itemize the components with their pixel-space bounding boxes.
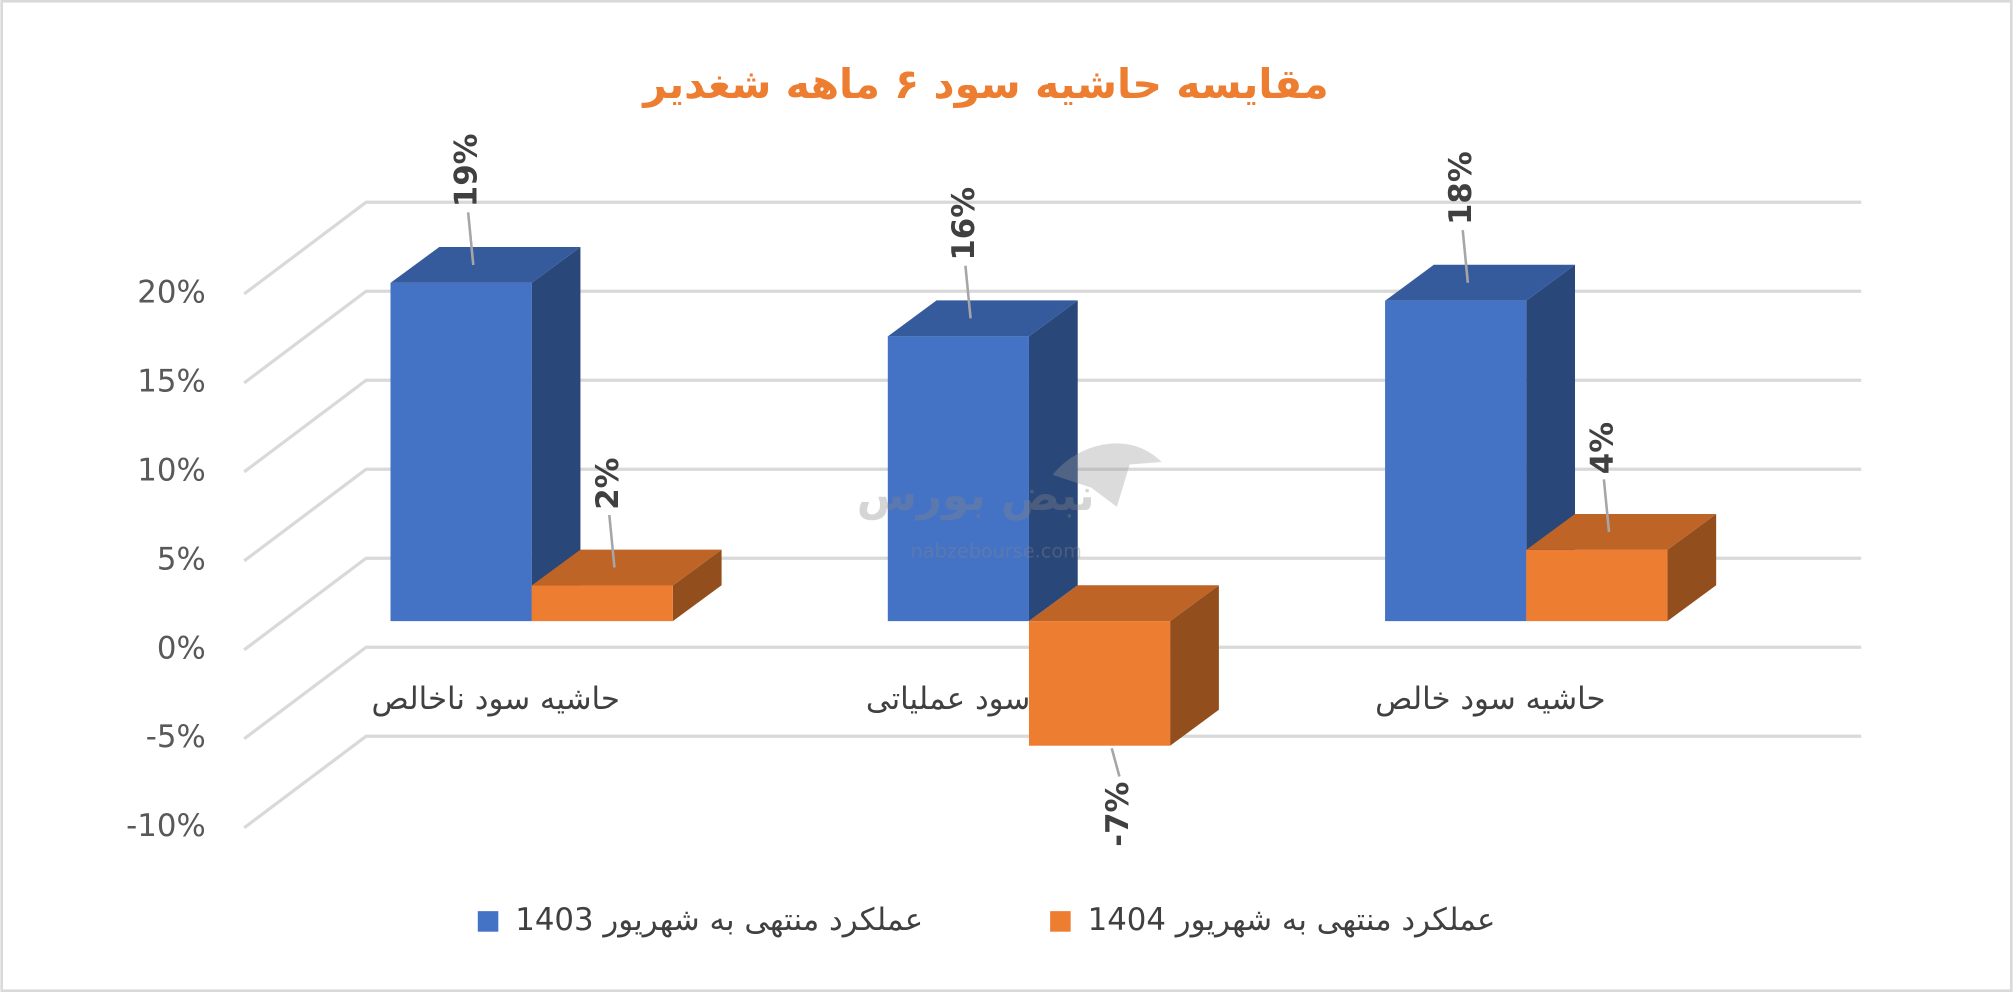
leader-line (466, 212, 475, 266)
bar (531, 549, 722, 622)
bar-side (1028, 300, 1078, 622)
bar-top (1385, 264, 1576, 301)
x-tick-label: حاشیه سود ناخالص (372, 681, 620, 717)
leader-line (964, 265, 972, 319)
bar-top (1526, 513, 1717, 550)
legend-swatch (477, 911, 499, 932)
bar (1385, 264, 1576, 622)
bar-top (887, 300, 1078, 337)
data-label: -7% (1100, 782, 1136, 847)
bar-front (531, 585, 673, 622)
grid-line (243, 556, 1862, 652)
grid-line (243, 645, 1862, 741)
bar-side (531, 246, 581, 622)
bar-side (672, 549, 722, 622)
grid-line (243, 289, 1862, 385)
bar-front (390, 282, 532, 622)
y-tick-label: -10% (126, 808, 206, 844)
legend-swatch (1050, 911, 1071, 932)
data-label: 2% (590, 458, 626, 510)
bar-top (531, 549, 722, 586)
leader-line (1602, 479, 1611, 533)
bar (887, 300, 1078, 622)
grid-line (243, 200, 1862, 296)
leader-line (1110, 747, 1121, 777)
watermark: نبض بورس nabzebourse.com (857, 443, 1162, 562)
x-tick-label: حاشیه سود خالص (1375, 681, 1605, 717)
y-tick-label: 20% (137, 274, 205, 310)
chart-title: مقایسه حاشیه سود ۶ ماهه شغدیر (641, 60, 1329, 108)
data-label: 4% (1584, 422, 1620, 474)
data-label: 18% (1443, 151, 1479, 225)
watermark-url: nabzebourse.com (911, 539, 1082, 562)
data-label: 19% (449, 134, 485, 208)
bar-front (1028, 621, 1171, 746)
bar-front (1526, 549, 1668, 622)
legend-label: عملکرد منتهی به شهریور 1403 (515, 902, 923, 938)
y-tick-label: 0% (157, 630, 206, 666)
bar-front (887, 336, 1029, 622)
leader-line (608, 514, 616, 568)
y-tick-label: 15% (137, 363, 205, 399)
legend-label: عملکرد منتهی به شهریور 1404 (1088, 902, 1496, 938)
watermark-icon (1052, 443, 1162, 507)
data-label: 16% (946, 187, 982, 261)
bar (1028, 585, 1219, 746)
y-tick-label: 10% (137, 452, 205, 488)
bar-top (1028, 585, 1219, 622)
grid-line (243, 467, 1862, 563)
grid-line (243, 378, 1862, 474)
bar-side (1170, 585, 1219, 746)
bar (390, 246, 581, 622)
bar-side (1667, 513, 1717, 622)
watermark-name: نبض بورس (857, 471, 1095, 521)
y-tick-label: 5% (157, 541, 206, 577)
grid-line (243, 734, 1862, 830)
y-tick-label: -5% (146, 719, 206, 755)
bar (1526, 513, 1717, 622)
leader-line (1461, 230, 1470, 283)
bar-front (1385, 300, 1527, 622)
bar-top (390, 246, 581, 283)
